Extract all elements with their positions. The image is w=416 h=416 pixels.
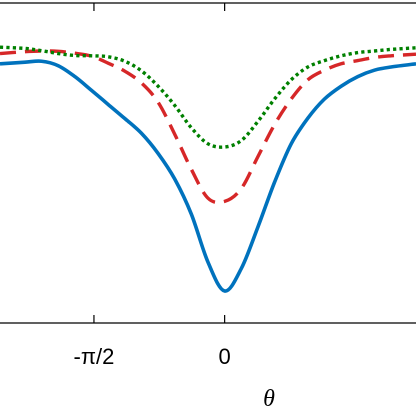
x-tick-label: 0 bbox=[219, 344, 231, 369]
axes bbox=[0, 2, 416, 324]
series-group bbox=[0, 45, 416, 293]
series-line-solid bbox=[0, 59, 416, 293]
x-axis-label: θ bbox=[263, 386, 275, 412]
x-tick-label: -π/2 bbox=[74, 344, 115, 369]
labels-group: -π/2 0 bbox=[74, 344, 231, 369]
series-line-dashed bbox=[0, 49, 416, 205]
series-line-dotted bbox=[0, 45, 416, 149]
